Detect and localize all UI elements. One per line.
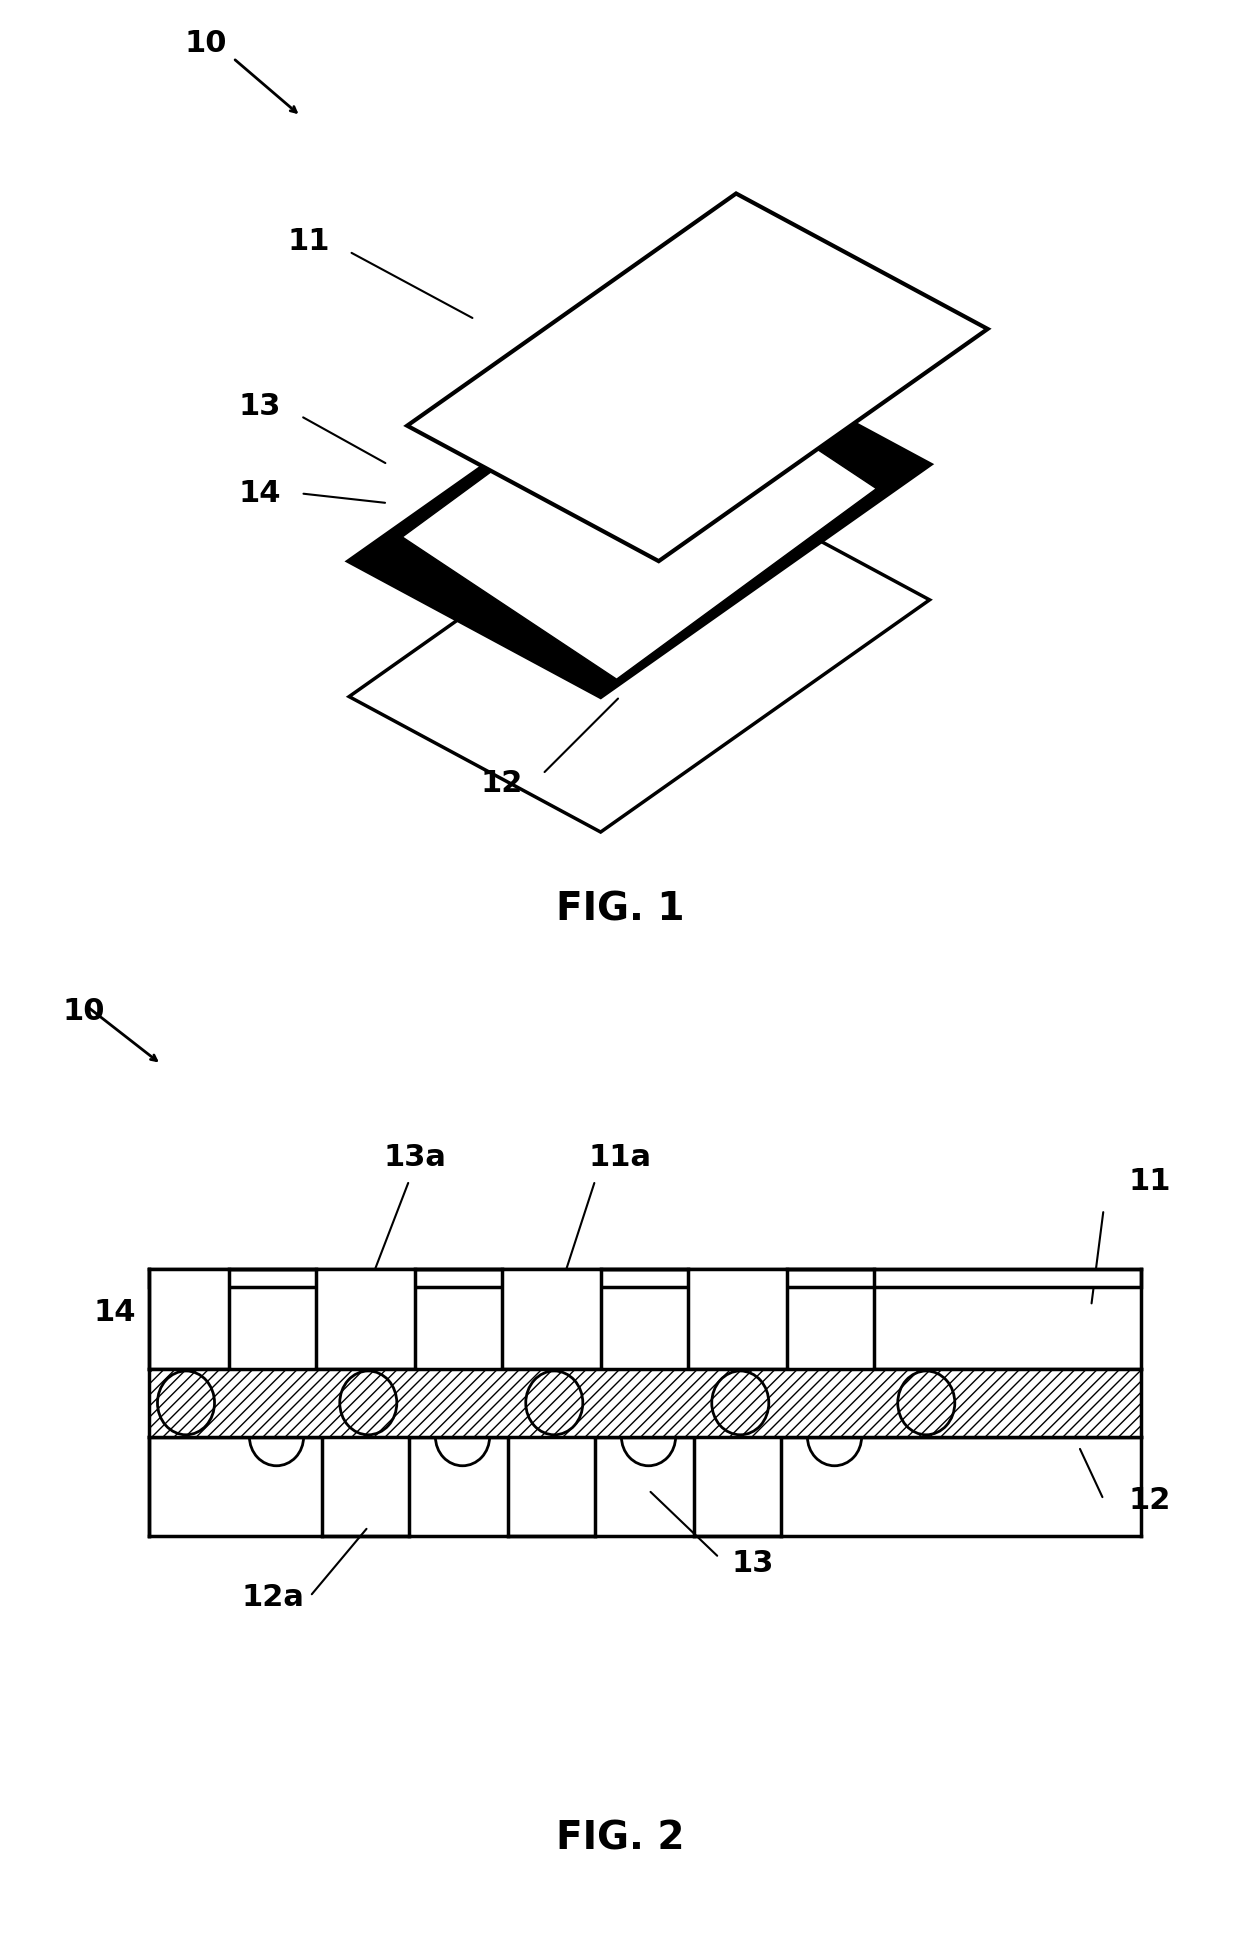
Bar [149,1269,1141,1287]
Ellipse shape [526,1370,583,1436]
Polygon shape [350,464,930,832]
Bar [149,1368,1141,1436]
Text: 10: 10 [185,29,227,58]
Ellipse shape [157,1370,215,1436]
Text: 10: 10 [62,997,104,1026]
Ellipse shape [526,1370,583,1436]
Ellipse shape [435,1409,490,1467]
Ellipse shape [807,1409,862,1467]
Ellipse shape [621,1409,676,1467]
Text: 12: 12 [481,770,523,797]
Text: 14: 14 [94,1298,136,1327]
Polygon shape [407,194,987,561]
Bar [502,1269,601,1370]
Text: 14: 14 [239,480,281,507]
Ellipse shape [340,1370,397,1436]
Text: 13: 13 [239,393,281,420]
Text: 11: 11 [1128,1167,1171,1196]
Text: 11: 11 [288,228,330,255]
Polygon shape [350,329,930,697]
Bar [316,1269,415,1370]
Text: 11a: 11a [589,1144,651,1173]
Ellipse shape [157,1370,215,1436]
Ellipse shape [898,1370,955,1436]
Bar [149,1368,1141,1436]
Text: 13: 13 [732,1550,774,1579]
Text: 13a: 13a [384,1144,446,1173]
Ellipse shape [340,1370,397,1436]
Text: FIG. 1: FIG. 1 [556,890,684,929]
Ellipse shape [249,1409,304,1467]
Bar [149,1269,229,1370]
Polygon shape [402,346,877,679]
Ellipse shape [712,1370,769,1436]
Bar [688,1269,787,1370]
Text: 12a: 12a [242,1583,304,1612]
Ellipse shape [898,1370,955,1436]
Text: FIG. 2: FIG. 2 [556,1819,684,1858]
Ellipse shape [712,1370,769,1436]
Text: 12: 12 [1128,1486,1171,1515]
